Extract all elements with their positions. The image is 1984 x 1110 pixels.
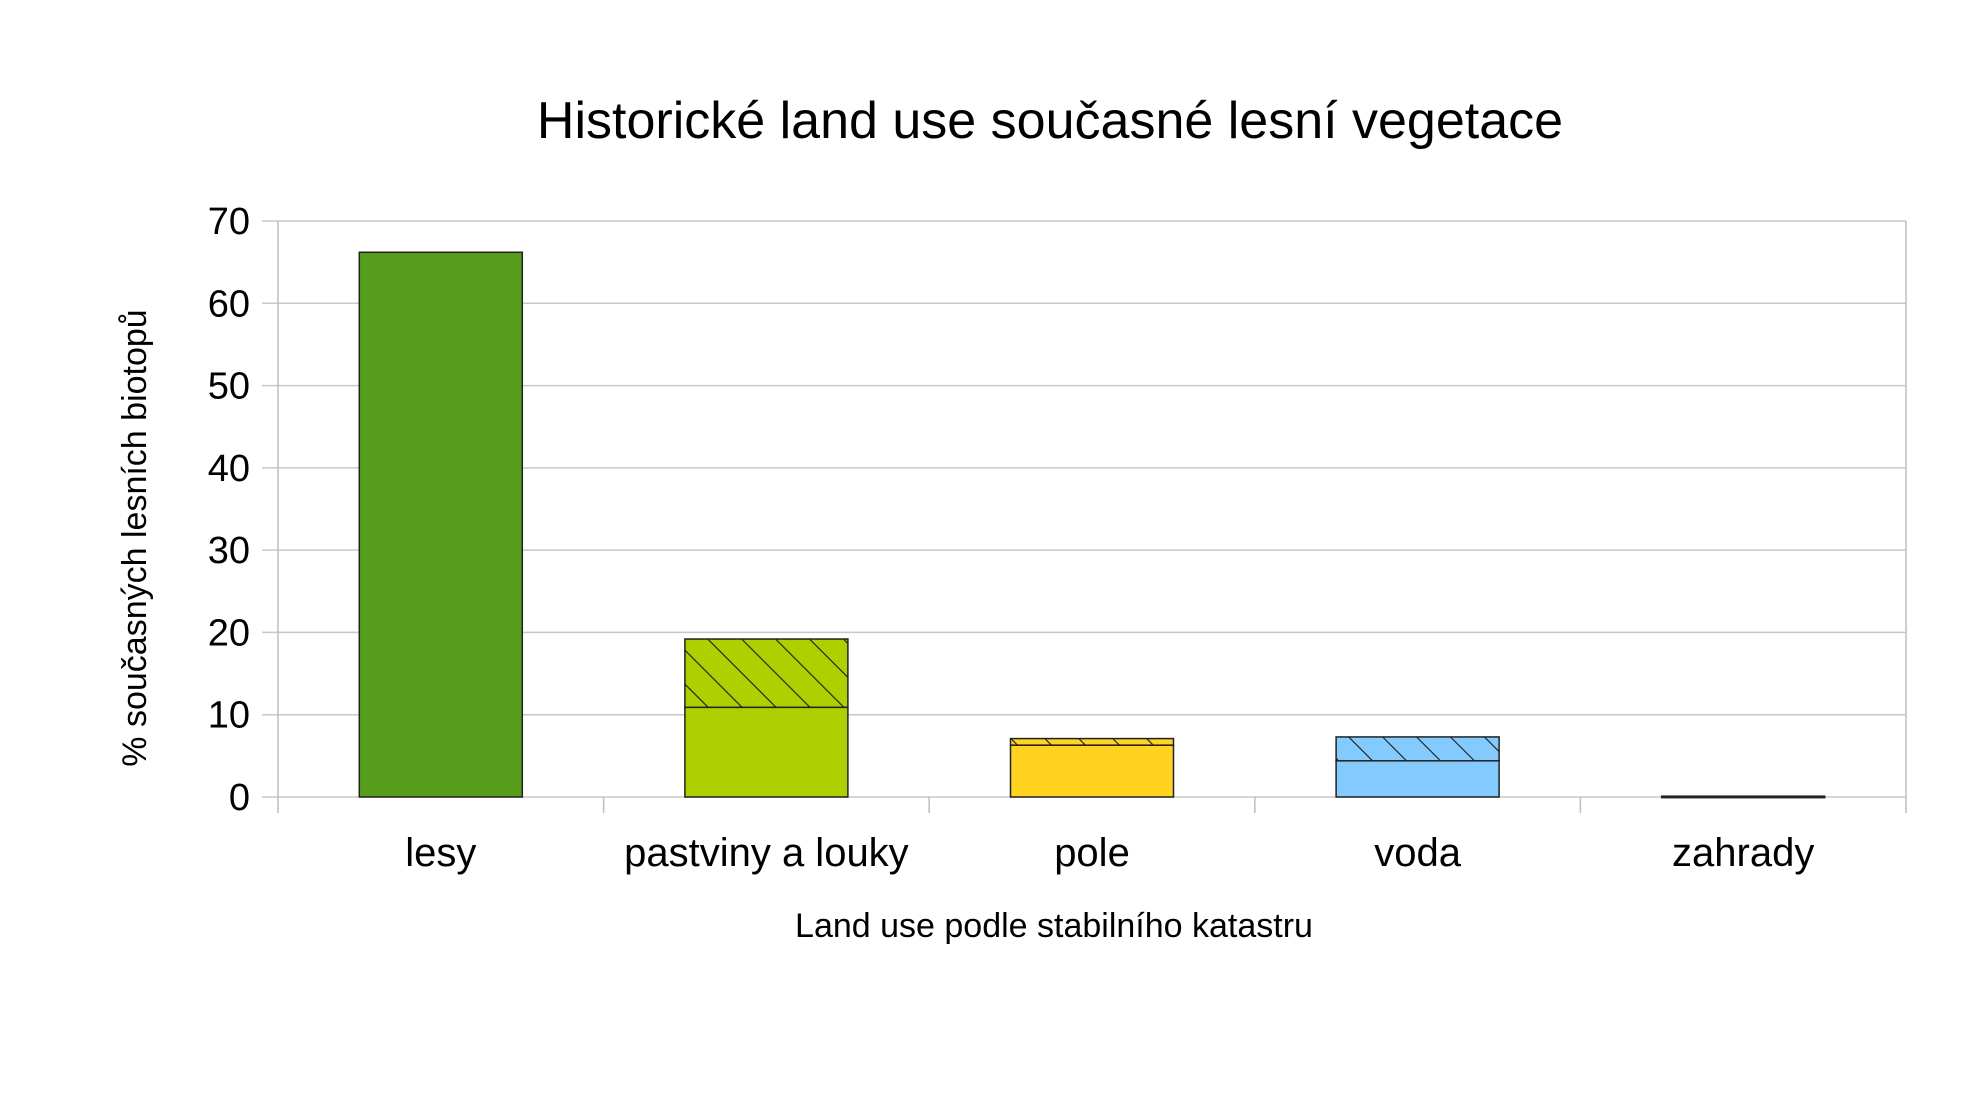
y-tick-label: 50: [208, 366, 250, 408]
bar-solid-segment: [684, 706, 849, 798]
x-axis-title: Land use podle stabilního katastru: [795, 907, 1313, 945]
x-category-label: voda: [1374, 831, 1461, 875]
axes: [277, 221, 1907, 813]
gridlines: [262, 220, 1906, 798]
x-category-labels: lesy pastviny a louky pole voda zahrady: [405, 831, 1814, 875]
x-category-label: pole: [1054, 831, 1130, 875]
y-tick-label: 70: [208, 201, 250, 243]
x-category-label: lesy: [405, 831, 476, 875]
y-tick-label: 10: [208, 695, 250, 737]
bar-solid-segment: [1335, 760, 1500, 798]
bar-solid-segment: [1009, 744, 1175, 798]
y-tick-label: 30: [208, 530, 250, 572]
bar-solid-segment: [358, 251, 524, 798]
bar-hatched-segment: [684, 638, 849, 709]
y-tick-label: 20: [208, 612, 250, 654]
y-tick-labels: 0 10 20 30 40 50 60 70: [208, 201, 250, 819]
y-axis-title: % současných lesních biotopů: [116, 309, 154, 766]
x-category-label: zahrady: [1672, 831, 1814, 875]
chart-title: Historické land use současné lesní veget…: [537, 92, 1563, 150]
bar-solid-segment: [1660, 795, 1826, 799]
bar-hatched-segment: [1009, 737, 1175, 746]
y-tick-label: 0: [229, 777, 250, 819]
bars: [358, 251, 1826, 799]
x-category-label: pastviny a louky: [624, 831, 909, 875]
bar-hatched-segment: [1335, 736, 1500, 762]
y-tick-label: 40: [208, 448, 250, 490]
y-tick-label: 60: [208, 283, 250, 325]
